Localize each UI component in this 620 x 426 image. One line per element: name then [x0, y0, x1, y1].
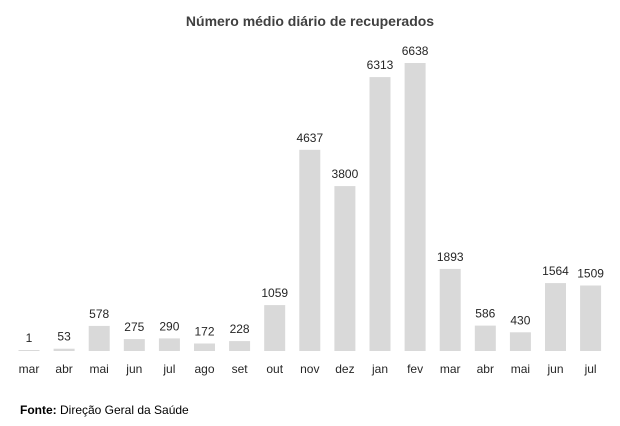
category-label-7: out — [266, 362, 283, 376]
category-label-12: mar — [440, 362, 461, 376]
value-label-5: 172 — [194, 325, 214, 339]
category-label-8: nov — [300, 362, 319, 376]
bar-13 — [474, 325, 496, 351]
bar-3 — [123, 339, 145, 351]
chart-title: Número médio diário de recuperados — [185, 13, 435, 29]
value-label-11: 6638 — [402, 44, 429, 58]
value-label-3: 275 — [124, 320, 144, 334]
category-labels-layer: mar abr mai jun jul ago set out nov dez jan fev mar a… — [19, 362, 597, 376]
source-note: Fonte: Direção Geral da Saúde — [20, 403, 189, 417]
category-label-14: mai — [511, 362, 530, 376]
bar-15 — [545, 283, 566, 351]
value-label-2: 578 — [89, 307, 109, 321]
value-label-16: 1509 — [577, 267, 604, 281]
value-label-9: 3800 — [332, 167, 359, 181]
bar-16 — [580, 285, 602, 351]
category-label-4: jul — [162, 362, 175, 376]
category-label-11: fev — [407, 362, 423, 376]
bar-10 — [369, 77, 391, 351]
bar-0 — [18, 350, 40, 351]
bar-4 — [158, 338, 180, 351]
bar-9 — [334, 186, 356, 351]
bar-14 — [509, 332, 531, 351]
value-label-6: 228 — [230, 322, 250, 336]
value-label-15: 1564 — [542, 264, 569, 278]
source-label: Fonte: — [20, 403, 57, 417]
category-label-16: jul — [584, 362, 597, 376]
value-label-12: 1893 — [437, 250, 464, 264]
category-label-9: dez — [335, 362, 354, 376]
category-label-5: ago — [194, 362, 214, 376]
value-labels-layer: 1 53 578 275 290 172 228 1059 4637 3800 6313 6638 18… — [26, 44, 605, 345]
bar-2 — [88, 325, 110, 351]
value-label-13: 586 — [475, 307, 495, 321]
value-label-14: 430 — [510, 313, 530, 327]
category-label-15: jun — [546, 362, 563, 376]
bar-5 — [194, 343, 215, 351]
category-label-13: abr — [477, 362, 494, 376]
value-label-7: 1059 — [261, 286, 288, 300]
bar-1 — [53, 348, 75, 351]
source-text: Direção Geral da Saúde — [56, 403, 189, 417]
bar-8 — [299, 149, 321, 351]
bar-7 — [264, 305, 286, 351]
value-label-0: 1 — [26, 331, 33, 345]
value-label-1: 53 — [57, 330, 71, 344]
category-label-6: set — [232, 362, 249, 376]
bar-6 — [229, 341, 251, 351]
category-label-0: mar — [19, 362, 40, 376]
bars-layer — [18, 63, 602, 351]
value-label-4: 290 — [159, 319, 179, 333]
category-label-3: jun — [125, 362, 142, 376]
value-label-10: 6313 — [367, 58, 394, 72]
category-label-2: mai — [90, 362, 109, 376]
bar-11 — [404, 63, 426, 351]
category-label-1: abr — [55, 362, 72, 376]
bar-12 — [439, 268, 461, 351]
category-label-10: jan — [371, 362, 388, 376]
value-label-8: 4637 — [296, 131, 323, 145]
